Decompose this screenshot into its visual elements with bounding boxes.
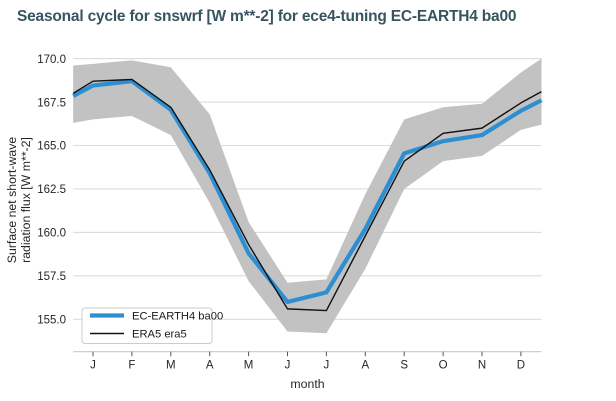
y-tick-label: 157.5 — [37, 271, 66, 283]
y-axis-label-line2: radiation flux [W m**-2] — [19, 137, 33, 263]
y-tick-label: 170.0 — [37, 54, 66, 66]
series-line-ec-earth4-ba00 — [72, 79, 543, 305]
x-tick-label: J — [90, 360, 96, 372]
legend: EC-EARTH4 ba00 ERA5 era5 — [81, 307, 223, 344]
series-layer — [72, 78, 543, 312]
series-line-era5-era5 — [72, 78, 542, 312]
x-axis-label: month — [290, 377, 324, 391]
x-tick-label: M — [244, 360, 254, 372]
band-layer — [73, 58, 542, 334]
x-tick-label: A — [361, 360, 369, 372]
legend-label-ec-earth4: EC-EARTH4 ba00 — [132, 311, 223, 323]
x-tick-label: S — [400, 360, 408, 372]
y-tick-label: 155.0 — [37, 315, 66, 327]
x-tick-label: N — [478, 360, 486, 372]
legend-label-era5: ERA5 era5 — [132, 329, 187, 341]
y-tick-label: 162.5 — [37, 184, 66, 196]
x-tick-label: A — [206, 360, 214, 372]
labels-layer: 155.0 157.5 160.0 162.5 165.0 167.5 170.0 J F M A M… — [37, 54, 525, 372]
uncertainty-band — [73, 58, 542, 334]
x-tick-label: J — [285, 360, 291, 372]
y-tick-label: 165.0 — [37, 141, 66, 153]
chart-title: Seasonal cycle for snswrf [W m**-2] for … — [17, 8, 517, 25]
y-tick-label: 167.5 — [37, 97, 66, 109]
x-tick-label: M — [166, 360, 176, 372]
y-axis-label-line1: Surface net short-wave — [5, 137, 19, 264]
y-tick-label: 160.0 — [37, 228, 66, 240]
axis-layer — [73, 351, 542, 357]
x-tick-label: F — [128, 360, 135, 372]
x-tick-label: J — [324, 360, 330, 372]
x-tick-label: O — [439, 360, 448, 372]
x-tick-label: D — [517, 360, 525, 372]
